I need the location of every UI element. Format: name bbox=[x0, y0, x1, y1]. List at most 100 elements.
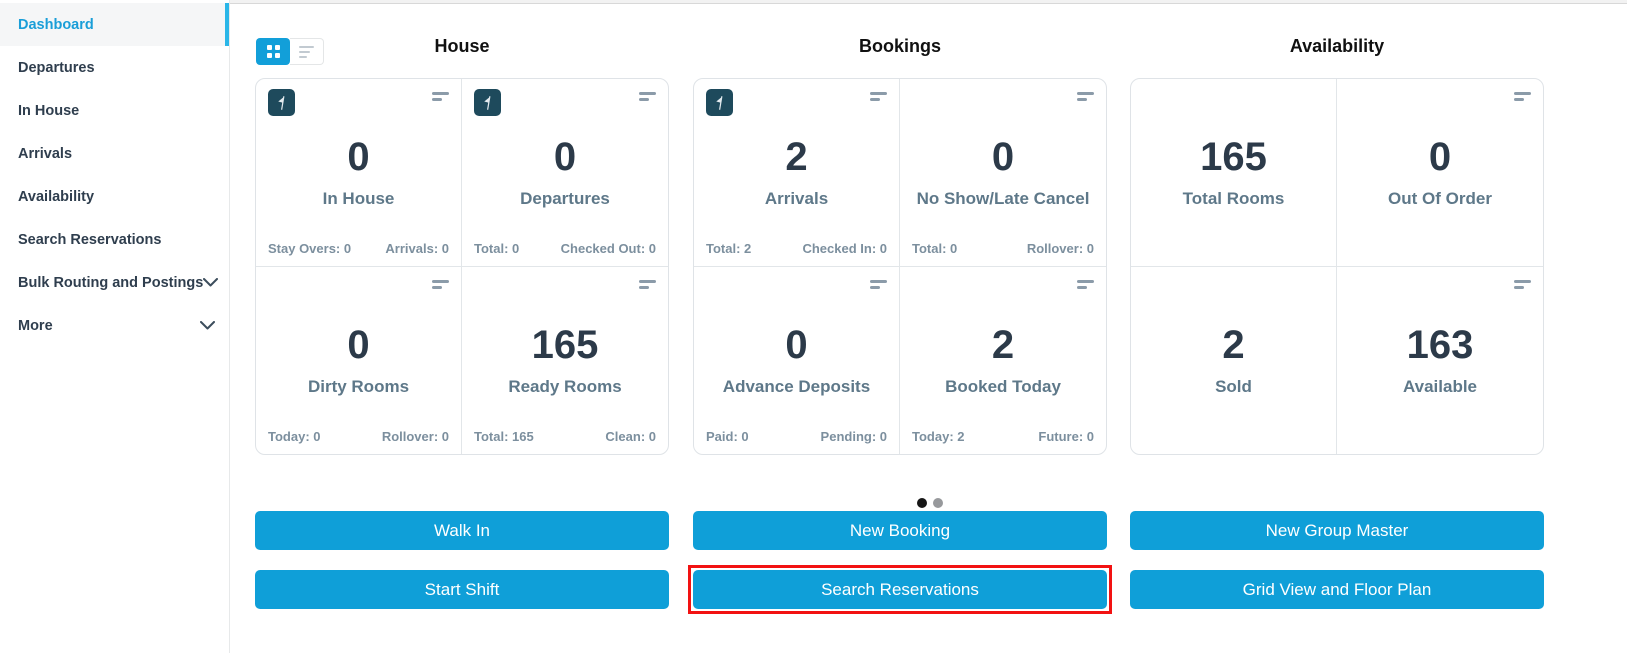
card-value: 2 bbox=[785, 135, 808, 179]
card-stat-left: Stay Overs: 0 bbox=[268, 240, 352, 256]
card-arrivals[interactable]: 2 Arrivals Total: 2 Checked In: 0 bbox=[694, 79, 900, 267]
card-label: Dirty Rooms bbox=[307, 376, 410, 396]
view-toggle bbox=[256, 38, 324, 65]
sidebar-item-dashboard[interactable]: Dashboard bbox=[0, 3, 229, 46]
card-label: Departures bbox=[520, 189, 610, 208]
sidebar-item-bulk-routing-postings[interactable]: Bulk Routing and Postings bbox=[0, 261, 229, 304]
card-stat-left: Total: 2 bbox=[706, 240, 752, 256]
card-label: In House bbox=[322, 189, 395, 208]
top-divider bbox=[0, 0, 1627, 4]
sidebar-item-label: Search Reservations bbox=[18, 231, 162, 248]
search-reservations-button[interactable]: Search Reservations bbox=[693, 570, 1107, 609]
card-ready-rooms[interactable]: 165 Ready Rooms Total: 165 Clean: 0 bbox=[462, 267, 668, 455]
carousel-dot-inactive[interactable] bbox=[933, 498, 943, 508]
section-availability: Availability 165 Total Rooms 0 Out Of Or… bbox=[1130, 0, 1544, 653]
sort-icon[interactable] bbox=[432, 92, 449, 101]
list-view-icon[interactable] bbox=[290, 38, 324, 65]
card-label: Available bbox=[1402, 376, 1478, 396]
card-advance-deposits[interactable]: 0 Advance Deposits Paid: 0 Pending: 0 bbox=[694, 266, 900, 454]
card-label: Sold bbox=[1215, 376, 1252, 396]
sort-icon[interactable] bbox=[1514, 279, 1531, 289]
card-value: 0 bbox=[347, 135, 370, 179]
card-label: Booked Today bbox=[945, 376, 1061, 396]
card-stat-right: Arrivals: 0 bbox=[385, 240, 449, 256]
chevron-down-icon bbox=[200, 318, 215, 334]
house-card-group: 0 In House Stay Overs: 0 Arrivals: 0 0 D… bbox=[255, 78, 669, 455]
card-stat-left: Total: 0 bbox=[474, 240, 520, 256]
sort-icon[interactable] bbox=[1077, 92, 1094, 101]
sidebar-item-more[interactable]: More bbox=[0, 304, 229, 347]
sidebar-item-label: In House bbox=[18, 102, 80, 119]
card-label: No Show/Late Cancel bbox=[916, 189, 1090, 208]
card-in-house[interactable]: 0 In House Stay Overs: 0 Arrivals: 0 bbox=[256, 79, 462, 267]
sort-icon[interactable] bbox=[1077, 279, 1094, 289]
dashboard-main: House 0 In House Stay Overs: 0 Arrivals:… bbox=[230, 0, 1627, 653]
new-group-master-button[interactable]: New Group Master bbox=[1130, 511, 1544, 550]
new-booking-button[interactable]: New Booking bbox=[693, 511, 1107, 550]
card-stat-right: Future: 0 bbox=[1038, 429, 1094, 444]
card-value: 0 bbox=[785, 322, 808, 367]
sidebar-item-label: Bulk Routing and Postings bbox=[18, 274, 204, 291]
card-stat-right: Clean: 0 bbox=[605, 429, 656, 444]
card-dirty-rooms[interactable]: 0 Dirty Rooms Today: 0 Rollover: 0 bbox=[256, 266, 462, 454]
sort-icon[interactable] bbox=[639, 279, 656, 289]
chevron-down-icon bbox=[203, 275, 219, 291]
card-stat-right: Checked Out: 0 bbox=[560, 240, 656, 256]
card-departures[interactable]: 0 Departures Total: 0 Checked Out: 0 bbox=[462, 79, 668, 267]
sort-icon[interactable] bbox=[639, 92, 656, 101]
card-available[interactable]: 163 Available bbox=[1337, 267, 1543, 455]
sidebar-item-availability[interactable]: Availability bbox=[0, 175, 229, 218]
sort-icon[interactable] bbox=[432, 279, 449, 289]
walk-in-button[interactable]: Walk In bbox=[255, 511, 669, 550]
card-stat-left: Total: 165 bbox=[474, 429, 534, 444]
sidebar-item-label: Dashboard bbox=[18, 16, 94, 33]
card-value: 165 bbox=[531, 322, 599, 367]
card-no-show-late-cancel[interactable]: 0 No Show/Late Cancel Total: 0 Rollover:… bbox=[900, 79, 1106, 267]
sidebar-item-arrivals[interactable]: Arrivals bbox=[0, 132, 229, 175]
carousel-dot-active[interactable] bbox=[917, 498, 927, 508]
sidebar-item-departures[interactable]: Departures bbox=[0, 46, 229, 89]
card-stat-left: Today: 2 bbox=[912, 429, 965, 444]
sidebar-item-label: Arrivals bbox=[18, 145, 73, 162]
flag-icon bbox=[268, 89, 295, 116]
bookings-card-group: 2 Arrivals Total: 2 Checked In: 0 0 No S… bbox=[693, 78, 1107, 455]
card-value: 0 bbox=[347, 322, 370, 367]
sort-icon[interactable] bbox=[870, 92, 887, 101]
sort-icon[interactable] bbox=[870, 279, 887, 289]
section-title: Availability bbox=[1289, 36, 1385, 56]
card-value: 2 bbox=[991, 322, 1015, 367]
sidebar-item-label: More bbox=[18, 317, 53, 334]
sort-icon[interactable] bbox=[1514, 92, 1531, 101]
flag-icon bbox=[474, 89, 501, 116]
card-value: 0 bbox=[553, 135, 577, 179]
grid-view-icon[interactable] bbox=[256, 38, 290, 65]
start-shift-button[interactable]: Start Shift bbox=[255, 570, 669, 609]
card-out-of-order[interactable]: 0 Out Of Order bbox=[1337, 79, 1543, 267]
card-value: 0 bbox=[1428, 135, 1452, 179]
sidebar-item-label: Departures bbox=[18, 59, 95, 76]
card-stat-left: Total: 0 bbox=[912, 240, 958, 256]
card-sold[interactable]: 2 Sold bbox=[1131, 266, 1337, 454]
availability-card-group: 165 Total Rooms 0 Out Of Order 2 Sold bbox=[1130, 78, 1544, 455]
card-stat-right: Rollover: 0 bbox=[381, 429, 449, 444]
card-stat-right: Rollover: 0 bbox=[1026, 240, 1094, 256]
card-value: 2 bbox=[1222, 322, 1245, 367]
card-stat-right: Checked In: 0 bbox=[802, 240, 887, 256]
card-booked-today[interactable]: 2 Booked Today Today: 2 Future: 0 bbox=[900, 267, 1106, 455]
carousel-dots bbox=[917, 498, 943, 508]
card-label: Advance Deposits bbox=[722, 376, 871, 396]
card-value: 165 bbox=[1200, 135, 1267, 179]
card-stat-left: Paid: 0 bbox=[706, 429, 749, 444]
card-total-rooms[interactable]: 165 Total Rooms bbox=[1131, 79, 1337, 267]
card-label: Arrivals bbox=[764, 189, 829, 208]
sidebar-item-search-reservations[interactable]: Search Reservations bbox=[0, 218, 229, 261]
sidebar-item-in-house[interactable]: In House bbox=[0, 89, 229, 132]
section-bookings: Bookings 2 Arrivals Total: 2 Checked In:… bbox=[688, 0, 1112, 653]
card-label: Ready Rooms bbox=[508, 376, 622, 396]
grid-view-floor-plan-button[interactable]: Grid View and Floor Plan bbox=[1130, 570, 1544, 609]
card-label: Out Of Order bbox=[1388, 189, 1492, 208]
section-house: House 0 In House Stay Overs: 0 Arrivals:… bbox=[255, 0, 669, 653]
section-title: House bbox=[434, 36, 490, 56]
card-stat-right: Pending: 0 bbox=[820, 429, 887, 444]
flag-icon bbox=[706, 89, 733, 116]
